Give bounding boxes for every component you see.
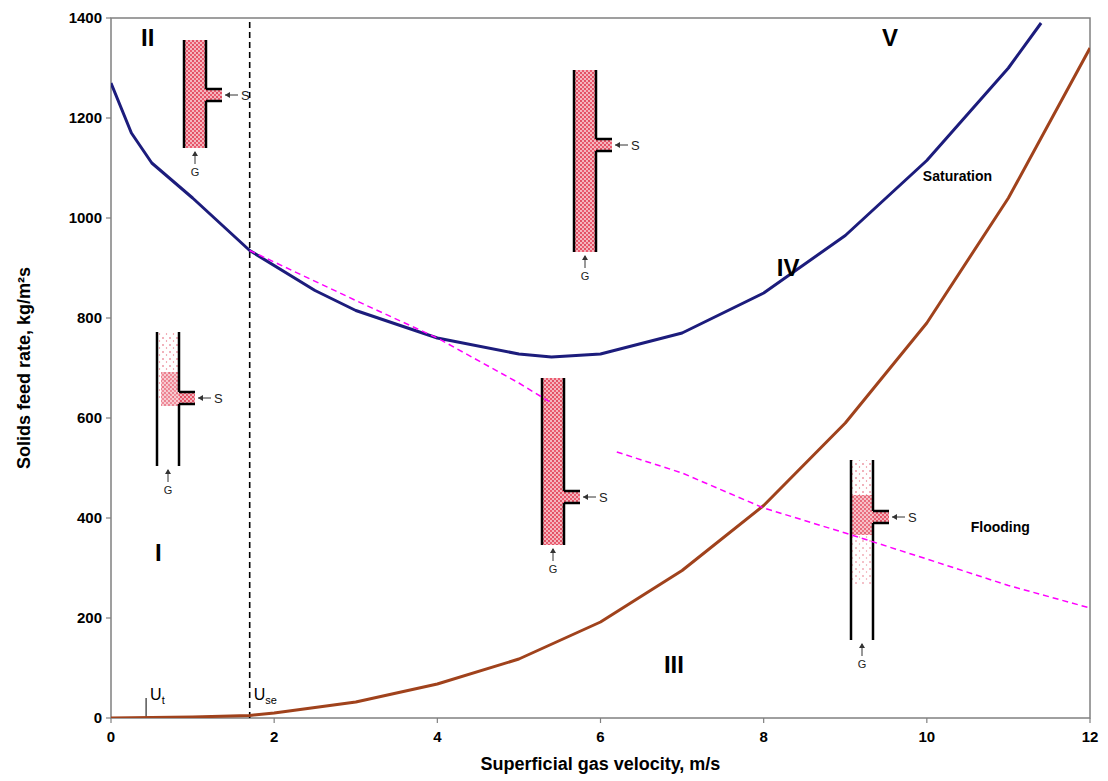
y-tick: [106, 117, 111, 118]
flow-schematic: SG: [542, 378, 608, 575]
y-tick-label: 800: [77, 309, 102, 326]
x-tick-label: 6: [596, 728, 604, 745]
series-line: [250, 251, 1090, 609]
x-tick-label: 2: [270, 728, 278, 745]
series-label: Saturation: [923, 168, 992, 184]
series-line: [111, 23, 1041, 357]
y-tick-label: 0: [94, 709, 102, 726]
series-label: Flooding: [971, 519, 1030, 535]
y-tick: [106, 717, 111, 718]
x-tick: [110, 718, 111, 723]
velocity-subscript: t: [162, 694, 165, 706]
gas-label: G: [549, 563, 558, 575]
lines: [111, 23, 1090, 718]
x-tick: [763, 718, 764, 723]
y-tick: [106, 17, 111, 18]
y-tick: [106, 317, 111, 318]
x-tick-label: 10: [918, 728, 935, 745]
gas-label: G: [858, 658, 867, 670]
chart: SGSGSGSGSGUtUseSaturationFloodingIIIIIII…: [0, 0, 1108, 781]
velocity-marker: [146, 698, 147, 718]
region-label: III: [664, 651, 684, 678]
x-tick: [1089, 718, 1090, 723]
gas-label: G: [581, 270, 590, 282]
y-tick-label: 1400: [69, 9, 102, 26]
region-label: V: [882, 24, 898, 51]
velocity-subscript: se: [265, 694, 277, 706]
y-tick: [106, 217, 111, 218]
y-tick-label: 1000: [69, 209, 102, 226]
velocity-label: Ut: [150, 686, 165, 706]
x-tick-label: 8: [759, 728, 767, 745]
x-tick: [600, 718, 601, 723]
flow-schematic: SG: [851, 460, 917, 670]
x-tick: [926, 718, 927, 723]
y-tick: [106, 417, 111, 418]
x-tick-label: 12: [1082, 728, 1099, 745]
velocity-marker: [249, 18, 251, 718]
solids-label: S: [631, 138, 640, 153]
region-label: II: [141, 24, 154, 51]
series-line: [111, 48, 1090, 718]
x-tick: [274, 718, 275, 723]
x-tick: [437, 718, 438, 723]
solids-label: S: [599, 490, 608, 505]
solids-label: S: [241, 88, 250, 103]
plot-frame: [111, 18, 1090, 718]
x-axis-title: Superficial gas velocity, m/s: [481, 754, 721, 774]
y-axis-title: Solids feed rate, kg/m²s: [14, 267, 34, 469]
y-tick: [106, 617, 111, 618]
y-tick-label: 200: [77, 609, 102, 626]
flow-schematic: SG: [157, 332, 223, 496]
x-tick-label: 0: [107, 728, 115, 745]
solids-label: S: [908, 510, 917, 525]
region-label: I: [155, 539, 162, 566]
y-tick-label: 600: [77, 409, 102, 426]
y-tick: [106, 517, 111, 518]
flow-schematic: SG: [574, 70, 640, 282]
x-tick-label: 4: [433, 728, 442, 745]
gas-label: G: [164, 484, 173, 496]
flow-schematic: SG: [184, 40, 250, 178]
velocity-label: Use: [254, 686, 277, 706]
gas-label: G: [191, 166, 200, 178]
solids-label: S: [214, 391, 223, 406]
y-tick-label: 400: [77, 509, 102, 526]
y-tick-label: 1200: [69, 109, 102, 126]
region-label: IV: [777, 254, 800, 281]
